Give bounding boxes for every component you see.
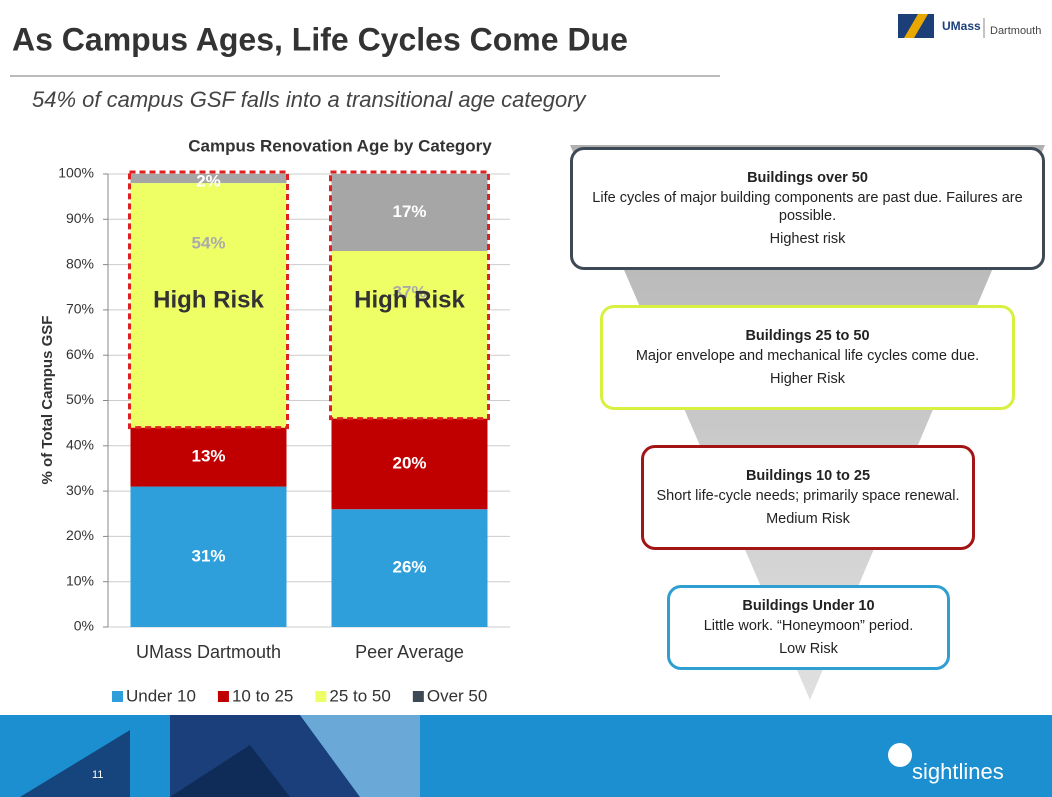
page-number: 11 — [92, 769, 103, 781]
funnel-box: Buildings 25 to 50 Major envelope and mec… — [600, 305, 1015, 410]
legend-swatch — [315, 691, 327, 702]
funnel-box: Buildings 10 to 25 Short life-cycle needs… — [641, 445, 975, 550]
slide-title: As Campus Ages, Life Cycles Come Due — [12, 21, 628, 57]
bar-segment — [130, 486, 287, 627]
chart-title: Campus Renovation Age by Category — [188, 136, 492, 155]
box-risk: Higher Risk — [770, 371, 845, 388]
x-tick-label: Peer Average — [355, 642, 464, 662]
logo-brand: UMass — [942, 19, 981, 33]
box-risk: Highest risk — [769, 230, 846, 247]
y-tick-label: 40% — [66, 437, 94, 453]
y-tick-label: 0% — [74, 618, 94, 634]
bar-segment — [130, 183, 287, 428]
funnel-box: Buildings Under 10 Little work. “Honeymoo… — [667, 585, 950, 670]
legend-label: 25 to 50 — [329, 686, 390, 705]
legend-swatch — [112, 691, 123, 702]
y-tick-label: 10% — [66, 572, 94, 588]
y-tick-label: 100% — [58, 165, 94, 181]
y-tick-label: 70% — [66, 301, 94, 317]
y-tick-label: 60% — [66, 346, 94, 362]
footer-logo-mark — [888, 743, 912, 767]
box-title: Buildings over 50 — [747, 170, 868, 187]
value-label: 2% — [196, 171, 221, 190]
value-label: 54% — [191, 234, 225, 253]
box-title: Buildings Under 10 — [742, 597, 875, 614]
y-axis-label: % of Total Campus GSF — [39, 316, 56, 485]
box-risk: Low Risk — [779, 641, 838, 658]
bar-segment — [331, 418, 488, 510]
box-description: Short life-cycle needs; primarily space … — [656, 487, 960, 504]
box-description: Life cycles of major building components… — [592, 190, 1023, 224]
footer-shape — [20, 730, 130, 797]
y-tick-label: 30% — [66, 482, 94, 498]
value-label: 13% — [191, 447, 225, 466]
value-label: 20% — [392, 453, 426, 472]
y-tick-label: 80% — [66, 255, 94, 271]
legend-swatch — [217, 691, 229, 702]
legend-label: 10 to 25 — [232, 686, 293, 705]
bar-segment — [331, 509, 488, 627]
box-title: Buildings 10 to 25 — [745, 467, 871, 484]
y-tick-label: 90% — [66, 210, 94, 226]
value-label: 37% — [392, 282, 426, 301]
footer-shape — [170, 745, 290, 797]
y-tick-label: 50% — [66, 391, 94, 407]
funnel — [570, 145, 1045, 700]
funnel-box: Buildings over 50 Life cycles of major bu… — [570, 147, 1045, 270]
box-description: Little work. “Honeymoon” period. — [703, 617, 914, 634]
subtitle: 54% of campus GSF falls into a transitio… — [32, 87, 588, 112]
bar-segment — [331, 174, 488, 252]
value-label: 17% — [392, 202, 426, 221]
logo-campus: Dartmouth — [990, 25, 1041, 37]
x-tick-label: UMass Dartmouth — [136, 642, 281, 662]
logo-stripe — [904, 14, 928, 38]
risk-outline — [329, 170, 490, 421]
bar-segment — [130, 174, 287, 184]
footer-brand: sightlines — [912, 759, 1004, 784]
legend-label: Under 10 — [126, 686, 196, 705]
annotation: High Risk — [153, 286, 264, 313]
annotation: High Risk — [354, 286, 465, 313]
box-risk: Medium Risk — [766, 511, 850, 528]
bar-segment — [130, 427, 287, 487]
risk-outline — [128, 170, 289, 430]
value-label: 31% — [191, 546, 225, 565]
box-title: Buildings 25 to 50 — [745, 327, 870, 344]
bar-segment — [331, 251, 488, 419]
legend-label: Over 50 — [427, 686, 487, 705]
footer-shape — [300, 715, 420, 797]
box-description: Major envelope and mechanical life cycle… — [635, 347, 980, 364]
value-label: 26% — [392, 558, 426, 577]
legend-swatch — [412, 691, 424, 702]
y-tick-label: 20% — [66, 527, 94, 543]
